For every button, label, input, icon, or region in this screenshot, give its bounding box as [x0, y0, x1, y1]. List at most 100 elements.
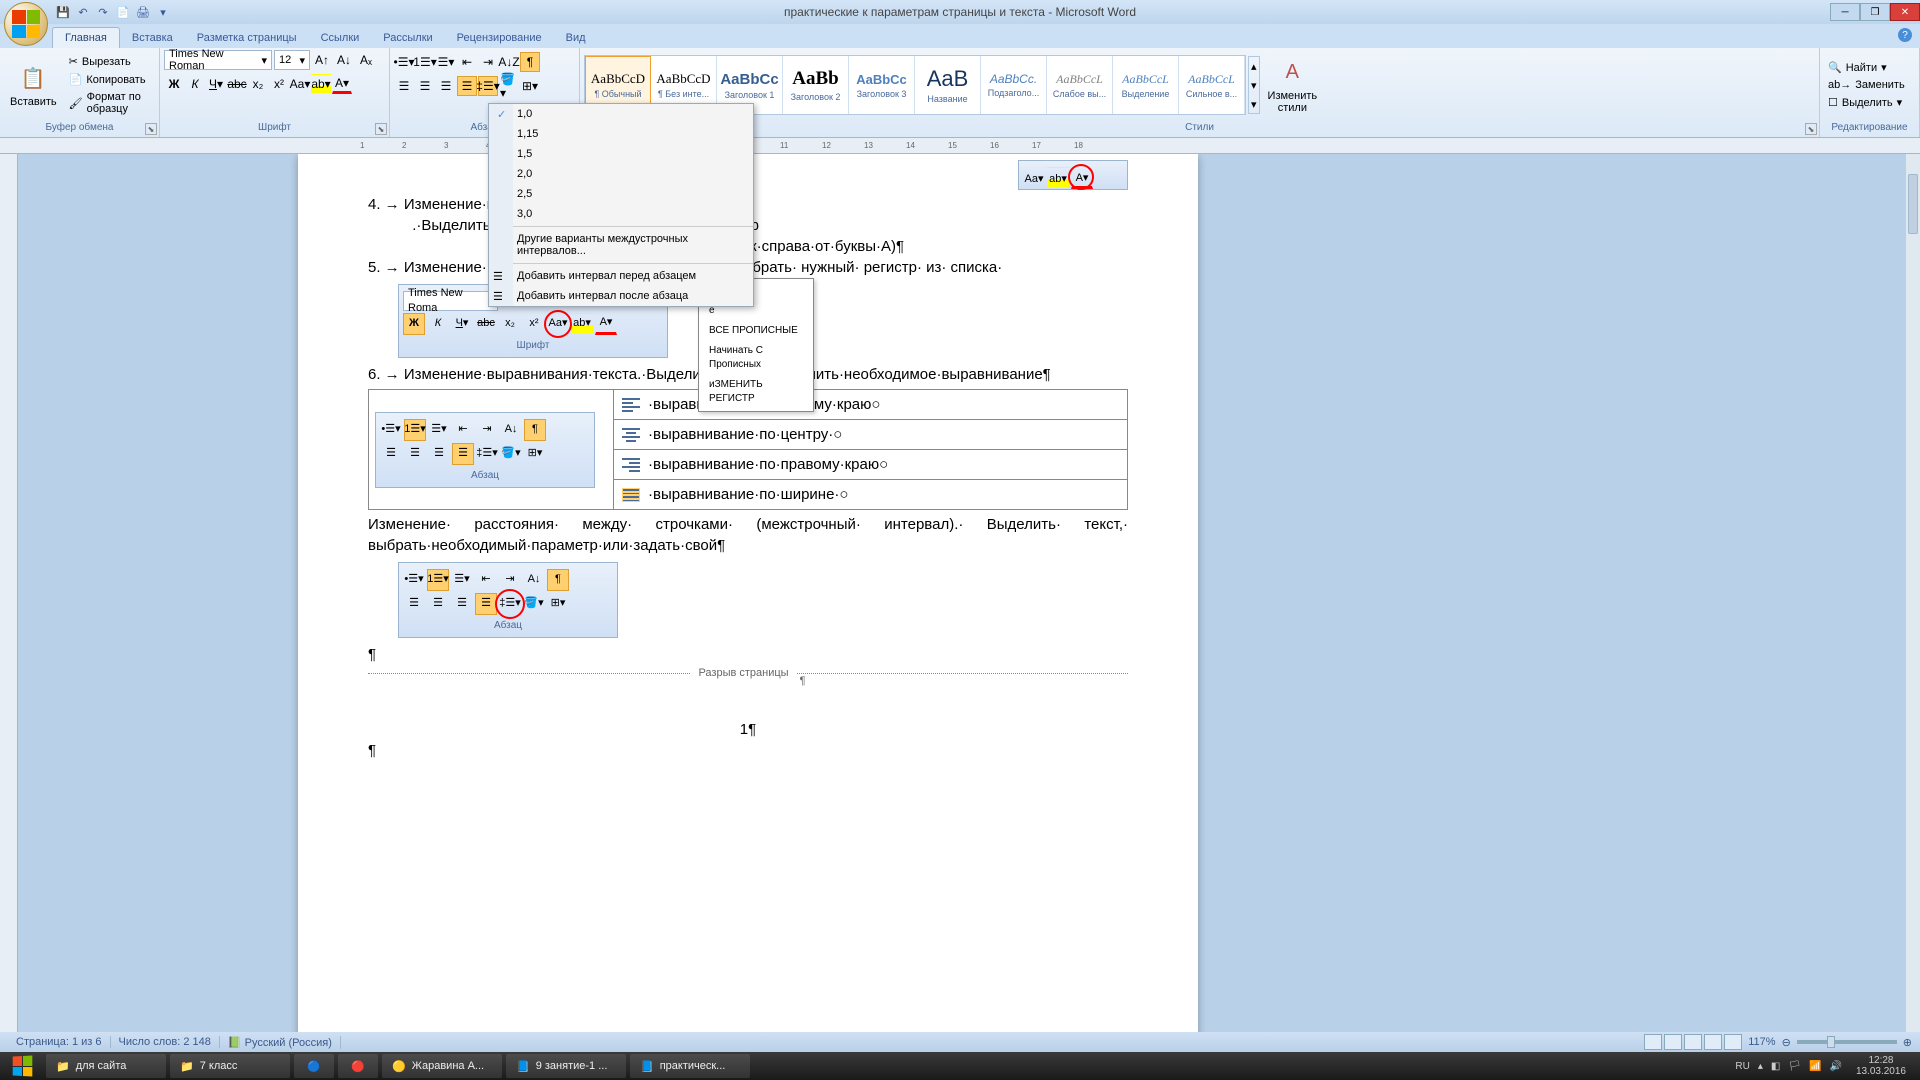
save-icon[interactable]: 💾: [54, 3, 72, 21]
highlight-button[interactable]: ab▾: [311, 74, 331, 94]
underline-button[interactable]: Ч▾: [206, 74, 226, 94]
line-spacing-button[interactable]: ‡☰▾: [478, 76, 498, 96]
scroll-thumb[interactable]: [1908, 174, 1918, 234]
zoom-level[interactable]: 117%: [1748, 1036, 1775, 1048]
sb-page[interactable]: Страница: 1 из 6: [8, 1036, 111, 1048]
numbering-button[interactable]: 1☰▾: [415, 52, 435, 72]
styles-dialog-icon[interactable]: ⬊: [1805, 123, 1817, 135]
ls-before-item[interactable]: ☰Добавить интервал перед абзацем: [489, 266, 753, 286]
zoom-out-icon[interactable]: ⊖: [1782, 1036, 1791, 1049]
borders-button[interactable]: ⊞▾: [520, 76, 540, 96]
style-item[interactable]: AaBbCcЗаголовок 3: [849, 56, 915, 114]
case-button[interactable]: Aa▾: [290, 74, 310, 94]
style-item[interactable]: AaBbЗаголовок 2: [783, 56, 849, 114]
zoom-slider[interactable]: [1797, 1040, 1897, 1044]
redo-icon[interactable]: ↷: [94, 3, 112, 21]
tray-net-icon[interactable]: 📶: [1809, 1061, 1821, 1072]
sb-lang[interactable]: 📗 Русский (Россия): [220, 1036, 341, 1049]
shading-button[interactable]: 🪣▾: [499, 76, 519, 96]
taskbar-item[interactable]: 🔵: [294, 1054, 334, 1078]
align-left-button[interactable]: ☰: [394, 76, 414, 96]
clipboard-dialog-icon[interactable]: ⬊: [145, 123, 157, 135]
help-icon[interactable]: ?: [1898, 28, 1912, 42]
multilevel-button[interactable]: ☰▾: [436, 52, 456, 72]
style-item[interactable]: AaBbCc.Подзаголо...: [981, 56, 1047, 114]
tab-insert[interactable]: Вставка: [120, 28, 185, 48]
styles-more-icon[interactable]: ▾: [1251, 98, 1257, 111]
strike-button[interactable]: abc: [227, 74, 247, 94]
tray-vol-icon[interactable]: 🔊: [1829, 1061, 1841, 1072]
tab-mailings[interactable]: Рассылки: [371, 28, 444, 48]
office-button[interactable]: [4, 2, 48, 46]
style-item[interactable]: AaBbCcLСильное в...: [1179, 56, 1245, 114]
ls-option[interactable]: ✓1,0: [489, 104, 753, 124]
font-dialog-icon[interactable]: ⬊: [375, 123, 387, 135]
close-button[interactable]: ✕: [1890, 3, 1920, 21]
view-read-icon[interactable]: [1664, 1034, 1682, 1050]
select-button[interactable]: ☐ Выделить ▾: [1824, 94, 1909, 111]
sort-button[interactable]: A↓Z: [499, 52, 519, 72]
scrollbar-vertical[interactable]: [1906, 154, 1920, 1038]
taskbar-item[interactable]: 🔴: [338, 1054, 378, 1078]
style-item[interactable]: AaBНазвание: [915, 56, 981, 114]
tab-review[interactable]: Рецензирование: [445, 28, 554, 48]
view-outline-icon[interactable]: [1704, 1034, 1722, 1050]
taskbar-item[interactable]: 📁для сайта: [46, 1054, 166, 1078]
minimize-button[interactable]: ─: [1830, 3, 1860, 21]
qa-icon[interactable]: 📄: [114, 3, 132, 21]
style-item[interactable]: AaBbCcLВыделение: [1113, 56, 1179, 114]
change-styles-button[interactable]: A Изменить стили: [1262, 54, 1324, 116]
show-marks-button[interactable]: ¶: [520, 52, 540, 72]
ls-option[interactable]: 1,15: [489, 124, 753, 144]
ls-option[interactable]: 2,5: [489, 184, 753, 204]
ls-option[interactable]: 3,0: [489, 204, 753, 224]
tab-references[interactable]: Ссылки: [309, 28, 372, 48]
replace-button[interactable]: ab→ Заменить: [1824, 77, 1909, 93]
qa-more-icon[interactable]: ▾: [154, 3, 172, 21]
inc-indent-button[interactable]: ⇥: [478, 52, 498, 72]
align-center-button[interactable]: ☰: [415, 76, 435, 96]
align-right-button[interactable]: ☰: [436, 76, 456, 96]
taskbar-item[interactable]: 📘практическ...: [630, 1054, 750, 1078]
shrink-font-icon[interactable]: A↓: [334, 50, 354, 70]
ls-more-item[interactable]: Другие варианты междустрочных интервалов…: [489, 229, 753, 261]
paste-button[interactable]: 📋 Вставить: [4, 60, 63, 110]
view-print-icon[interactable]: [1644, 1034, 1662, 1050]
tray-clock[interactable]: 12:28 13.03.2016: [1850, 1055, 1912, 1077]
bold-button[interactable]: Ж: [164, 74, 184, 94]
zoom-in-icon[interactable]: ⊕: [1903, 1036, 1912, 1049]
tray-action-icon[interactable]: ◧: [1771, 1061, 1780, 1072]
find-button[interactable]: 🔍 Найти ▾: [1824, 59, 1909, 76]
align-justify-button[interactable]: ☰: [457, 76, 477, 96]
tray-up-icon[interactable]: ▴: [1758, 1061, 1763, 1072]
italic-button[interactable]: К: [185, 74, 205, 94]
ruler-horizontal[interactable]: 123456789101112131415161718: [0, 138, 1920, 154]
ls-after-item[interactable]: ☰Добавить интервал после абзаца: [489, 286, 753, 306]
taskbar-item[interactable]: 📘9 занятие-1 ...: [506, 1054, 626, 1078]
copy-button[interactable]: 📄 Копировать: [65, 71, 155, 88]
superscript-button[interactable]: x²: [269, 74, 289, 94]
ruler-vertical[interactable]: [0, 154, 18, 1052]
view-draft-icon[interactable]: [1724, 1034, 1742, 1050]
subscript-button[interactable]: x₂: [248, 74, 268, 94]
styles-row-up-icon[interactable]: ▴: [1251, 60, 1257, 73]
format-painter-button[interactable]: 🖌 Формат по образцу: [65, 89, 155, 117]
font-name-combo[interactable]: Times New Roman▾: [164, 50, 272, 70]
tab-view[interactable]: Вид: [554, 28, 598, 48]
grow-font-icon[interactable]: A↑: [312, 50, 332, 70]
tray-lang[interactable]: RU: [1735, 1061, 1749, 1072]
maximize-button[interactable]: ❐: [1860, 3, 1890, 21]
dec-indent-button[interactable]: ⇤: [457, 52, 477, 72]
style-item[interactable]: AaBbCcLСлабое вы...: [1047, 56, 1113, 114]
sb-words[interactable]: Число слов: 2 148: [111, 1036, 220, 1048]
taskbar-item[interactable]: 🟡Жаравина А...: [382, 1054, 502, 1078]
tab-pagelayout[interactable]: Разметка страницы: [185, 28, 309, 48]
font-color-button[interactable]: A▾: [332, 74, 352, 94]
cut-button[interactable]: ✂ Вырезать: [65, 53, 155, 70]
print-icon[interactable]: 🖨: [134, 3, 152, 21]
taskbar-item[interactable]: 📁7 класс: [170, 1054, 290, 1078]
tab-home[interactable]: Главная: [52, 27, 120, 48]
clear-format-icon[interactable]: Aₓ: [356, 50, 376, 70]
view-web-icon[interactable]: [1684, 1034, 1702, 1050]
ls-option[interactable]: 1,5: [489, 144, 753, 164]
